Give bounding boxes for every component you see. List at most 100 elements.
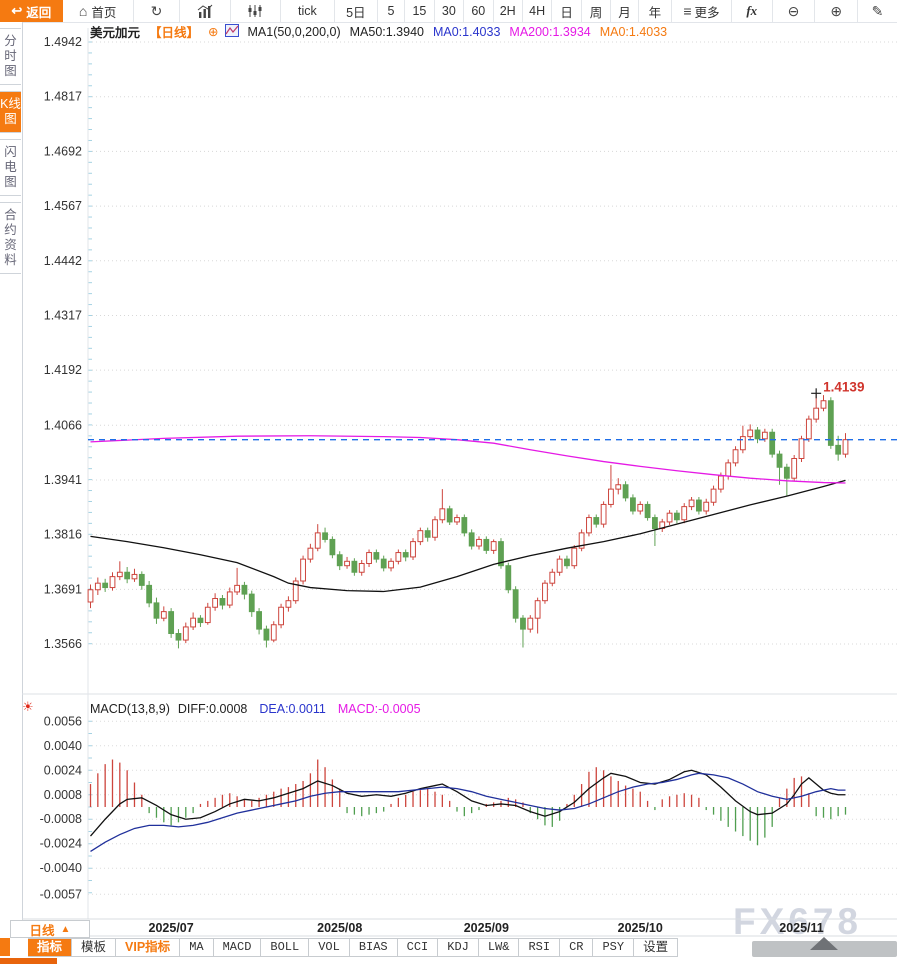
- timeframe-5m-button[interactable]: 5: [378, 0, 406, 22]
- tab-rsi[interactable]: RSI: [519, 938, 561, 957]
- timeframe-month-button[interactable]: 月: [611, 0, 639, 22]
- svg-text:2025/10: 2025/10: [618, 921, 663, 935]
- triangle-up-icon: ▲: [60, 923, 71, 935]
- tab-cr[interactable]: CR: [560, 938, 594, 957]
- tab-ma[interactable]: MA: [180, 938, 214, 957]
- indicator-thumbnail-icon[interactable]: [224, 23, 239, 40]
- candlestick-series: [87, 393, 849, 649]
- left-sidebar: 分时图 K线图 闪电图 合约资料: [0, 22, 23, 937]
- svg-text:1.4692: 1.4692: [44, 144, 82, 158]
- svg-text:0.0040: 0.0040: [44, 739, 82, 753]
- period-selector[interactable]: 日线 ▲: [10, 920, 90, 938]
- svg-text:2025/09: 2025/09: [464, 921, 509, 935]
- svg-text:1.4942: 1.4942: [44, 35, 82, 49]
- candlestick-icon: [248, 5, 262, 17]
- bar-chart-icon: [197, 4, 213, 18]
- svg-text:1.4066: 1.4066: [44, 418, 82, 432]
- zoom-out-icon: ⊖: [787, 2, 800, 19]
- ma0-orange-value: MA0:1.4033: [599, 24, 668, 39]
- svg-text:0.0056: 0.0056: [44, 714, 82, 728]
- zoom-in-button[interactable]: ⊕: [815, 0, 859, 22]
- sidebar-item-kline-chart[interactable]: K线图: [0, 91, 21, 133]
- kline-mode-button[interactable]: [231, 0, 281, 22]
- fx678-watermark: FX678: [733, 901, 863, 942]
- ma0-blue-value: MA0:1.4033: [432, 24, 501, 39]
- main-chart-legend: 美元加元 【日线】 ⊕ MA1(50,0,200,0) MA50:1.3940 …: [90, 23, 676, 40]
- macd-histogram: [89, 759, 847, 846]
- tab-vip-indicators[interactable]: VIP指标: [116, 938, 181, 957]
- kline-macd-chart[interactable]: 1.4942 1.4817 1.4692 1.4567 1.4442 1.4317 1.41…: [22, 22, 897, 937]
- timeframe-4h-button[interactable]: 4H: [523, 0, 553, 22]
- more-button[interactable]: ≡ 更多: [672, 0, 732, 22]
- timeframe-year-button[interactable]: 年: [639, 0, 673, 22]
- back-arrow-icon: ↩: [11, 3, 23, 18]
- indicator-tab-bar: 指标 模板 VIP指标 MA MACD BOLL VOL BIAS CCI KD…: [0, 938, 897, 957]
- refresh-button[interactable]: ↻: [134, 0, 181, 22]
- svg-text:-0.0057: -0.0057: [40, 887, 82, 901]
- back-button[interactable]: ↩ 返回: [0, 0, 63, 22]
- zoom-out-button[interactable]: ⊖: [773, 0, 816, 22]
- timeframe-60m-button[interactable]: 60: [464, 0, 494, 22]
- diff-value: DIFF:0.0008: [177, 701, 248, 716]
- tab-kdj[interactable]: KDJ: [438, 938, 479, 957]
- indicator-fx-button[interactable]: fx: [732, 0, 773, 22]
- svg-text:1.3566: 1.3566: [44, 637, 82, 651]
- tab-vol[interactable]: VOL: [309, 938, 350, 957]
- tab-bias[interactable]: BIAS: [349, 938, 398, 957]
- indicator-settings-sun-icon[interactable]: ☀: [22, 699, 34, 714]
- ma-settings-label: MA1(50,0,200,0): [247, 24, 341, 39]
- ma200-line: [90, 435, 846, 484]
- svg-text:-0.0040: -0.0040: [40, 861, 82, 875]
- timeframe-day-button[interactable]: 日: [552, 0, 582, 22]
- ma50-line: [90, 479, 846, 593]
- expand-icon[interactable]: ⊕: [208, 25, 219, 39]
- top-toolbar: ↩ 返回 ⌂ 首页 ↻: [0, 0, 897, 23]
- svg-text:1.4567: 1.4567: [44, 199, 82, 213]
- svg-text:-0.0008: -0.0008: [40, 812, 82, 826]
- fx-icon: fx: [746, 3, 758, 18]
- tab-templates[interactable]: 模板: [72, 938, 117, 957]
- scroll-arrow-up-icon: [810, 937, 838, 950]
- tab-settings[interactable]: 设置: [634, 938, 679, 957]
- dea-value: DEA:0.0011: [259, 701, 326, 716]
- symbol-name: 美元加元: [90, 26, 141, 40]
- period-high-marker: 1.4139: [811, 379, 864, 399]
- sidebar-item-contract-info[interactable]: 合约资料: [0, 202, 21, 274]
- timeframe-2h-button[interactable]: 2H: [494, 0, 523, 22]
- tab-bar-accent-strip: [0, 938, 10, 956]
- svg-text:1.4317: 1.4317: [44, 308, 82, 322]
- tab-macd[interactable]: MACD: [213, 938, 262, 957]
- svg-text:1.4817: 1.4817: [44, 90, 82, 104]
- sidebar-item-lightning-chart[interactable]: 闪电图: [0, 139, 21, 196]
- hamburger-icon: ≡: [683, 3, 692, 19]
- timeframe-5d-button[interactable]: 5日: [335, 0, 378, 22]
- timeframe-15m-button[interactable]: 15: [405, 0, 435, 22]
- svg-text:0.0008: 0.0008: [44, 788, 82, 802]
- high-price-label: 1.4139: [823, 379, 864, 394]
- tab-psy[interactable]: PSY: [593, 938, 635, 957]
- macd-value: MACD:-0.0005: [337, 701, 421, 716]
- svg-text:1.4442: 1.4442: [44, 254, 82, 268]
- sidebar-item-time-chart[interactable]: 分时图: [0, 28, 21, 85]
- x-axis-month-labels: 2025/07 2025/08 2025/09 2025/10 2025/11: [149, 921, 824, 935]
- timeframe-30m-button[interactable]: 30: [435, 0, 465, 22]
- zoom-in-icon: ⊕: [830, 2, 843, 19]
- tab-boll[interactable]: BOLL: [261, 938, 310, 957]
- svg-text:1.3691: 1.3691: [44, 582, 82, 596]
- svg-text:2025/11: 2025/11: [779, 921, 824, 935]
- grid-and-axes: 1.4942 1.4817 1.4692 1.4567 1.4442 1.4317 1.41…: [22, 28, 897, 937]
- tab-indicators[interactable]: 指标: [28, 938, 73, 957]
- horizontal-scroll-handle[interactable]: [752, 937, 897, 957]
- bottom-accent-sliver: [0, 958, 57, 964]
- draw-tool-button[interactable]: ✎: [858, 0, 897, 22]
- timeframe-week-button[interactable]: 周: [582, 0, 612, 22]
- timeframe-tick-button[interactable]: tick: [281, 0, 335, 22]
- tab-cci[interactable]: CCI: [397, 938, 439, 957]
- bar-chart-mode-button[interactable]: [180, 0, 231, 22]
- macd-diff-line: [90, 769, 846, 837]
- macd-legend: MACD(13,8,9) DIFF:0.0008 DEA:0.0011 MACD…: [90, 701, 433, 716]
- home-button[interactable]: ⌂ 首页: [63, 0, 134, 22]
- home-icon: ⌂: [78, 3, 88, 19]
- tab-lw[interactable]: LW&: [478, 938, 520, 957]
